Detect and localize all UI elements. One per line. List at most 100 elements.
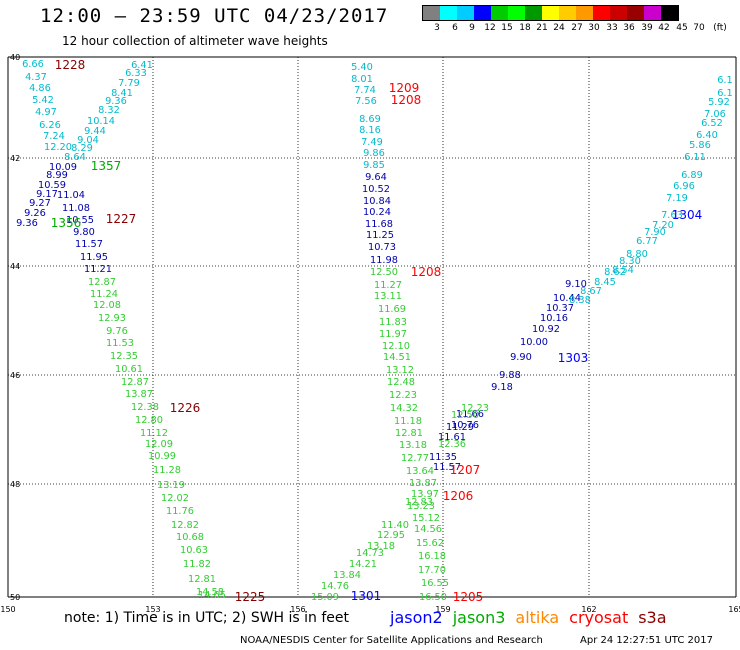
wave-height-value: 10.44 — [553, 293, 581, 304]
map-title: 12:00 – 23:59 UTC 04/23/2017 — [40, 5, 389, 27]
track-id-label: 1205 — [453, 590, 484, 604]
legend-label: 18 — [519, 23, 531, 33]
wave-height-value: 11.95 — [80, 252, 108, 263]
wave-height-value: 13.12 — [386, 365, 414, 376]
track-id-label: 1356 — [51, 216, 82, 230]
wave-height-value: 9.76 — [106, 326, 128, 337]
wave-height-value: 11.53 — [106, 338, 134, 349]
axis-tick-label: 46 — [10, 371, 20, 380]
wave-height-value: 12.20 — [44, 142, 72, 153]
wave-height-value: 10.09 — [49, 162, 77, 173]
wave-height-value: 8.41 — [111, 88, 133, 99]
track-id-label: 1209 — [389, 81, 420, 95]
wave-height-value: 8.16 — [359, 125, 381, 136]
wave-height-value: 10.37 — [546, 303, 574, 314]
satellite-legend: jason2 jason3 altika cryosat s3a — [390, 608, 677, 627]
wave-height-value: 11.82 — [183, 559, 211, 570]
wave-height-value: 9.27 — [29, 198, 51, 209]
legend-label: 70 — [693, 23, 705, 33]
legend-label: 30 — [588, 23, 600, 33]
satellite-altika-label: altika — [515, 608, 560, 627]
wave-height-value: 6.41 — [131, 60, 153, 71]
wave-height-value: 10.99 — [148, 451, 176, 462]
wave-height-value: 7.49 — [361, 137, 383, 148]
units-note: note: 1) Time is in UTC; 2) SWH is in fe… — [64, 610, 350, 626]
wave-height-value: 9.36 — [16, 218, 38, 229]
wave-height-value: 6.11 — [684, 152, 706, 163]
wave-height-value: 6.89 — [681, 170, 703, 181]
wave-height-value: 12.23 — [461, 403, 489, 414]
legend-label: 39 — [641, 23, 653, 33]
wave-height-value: 13.84 — [333, 570, 361, 581]
wave-height-value: 14.21 — [349, 559, 377, 570]
wave-height-value: 13.23 — [407, 501, 435, 512]
wave-height-value: 12.87 — [88, 277, 116, 288]
wave-height-value: 9.85 — [363, 160, 385, 171]
wave-height-value: 11.76 — [166, 506, 194, 517]
wave-height-value: 11.61 — [438, 432, 466, 443]
legend-label: 12 — [484, 23, 496, 33]
wave-height-value: 11.35 — [429, 452, 457, 463]
wave-height-value: 8.64 — [64, 152, 86, 163]
track-id-label: 1208 — [411, 265, 442, 279]
legend-label: 33 — [606, 23, 618, 33]
legend-swatch — [661, 6, 678, 20]
wave-height-value: 6.1 — [717, 75, 733, 86]
wave-height-value: 4.37 — [25, 72, 47, 83]
wave-height-value: 12.48 — [387, 377, 415, 388]
legend-swatch — [423, 6, 440, 20]
wave-height-value: 10.55 — [66, 215, 94, 226]
wave-height-value: 7.19 — [666, 193, 688, 204]
wave-height-value: 9.80 — [73, 227, 95, 238]
color-scale-labels: 3 6 9 12 15 18 21 24 27 30 33 36 39 42 45 70 (ft) — [422, 23, 740, 35]
wave-height-value: 11.57 — [433, 462, 461, 473]
wave-height-value: 11.68 — [365, 219, 393, 230]
wave-height-value: 6.96 — [673, 181, 695, 192]
legend-label: 3 — [434, 23, 440, 33]
wave-height-value: 7.24 — [43, 131, 65, 142]
legend-swatch — [474, 6, 491, 20]
wave-height-value: 10.24 — [363, 207, 391, 218]
wave-height-value: 7.79 — [118, 78, 140, 89]
wave-height-value: 5.92 — [708, 97, 730, 108]
wave-height-value: 14.51 — [383, 352, 411, 363]
legend-label: 21 — [536, 23, 548, 33]
legend-swatch — [559, 6, 576, 20]
wave-height-value: 12.87 — [121, 377, 149, 388]
wave-height-value: 11.57 — [75, 239, 103, 250]
wave-height-value: 13.11 — [374, 291, 402, 302]
legend-label: 6 — [452, 23, 458, 33]
track-id-label: 1303 — [558, 351, 589, 365]
wave-height-value: 8.54 — [612, 265, 634, 276]
wave-height-value: 12.80 — [135, 415, 163, 426]
wave-height-value: 11.98 — [370, 255, 398, 266]
wave-height-value: 6.77 — [636, 236, 658, 247]
legend-unit: (ft) — [713, 23, 727, 33]
wave-height-value: 10.68 — [176, 532, 204, 543]
track-id-label: 1206 — [443, 489, 474, 503]
wave-height-value: 11.29 — [446, 422, 474, 433]
wave-height-value: 10.00 — [520, 337, 548, 348]
legend-label: 27 — [571, 23, 583, 33]
wave-height-value: 15.09 — [311, 592, 339, 603]
wave-height-value: 11.83 — [379, 317, 407, 328]
legend-label: 15 — [501, 23, 513, 33]
wave-height-value: 10.84 — [363, 196, 391, 207]
wave-height-value: 9.86 — [363, 148, 385, 159]
wave-height-value: 8.99 — [46, 170, 68, 181]
wave-height-value: 13.19 — [157, 480, 185, 491]
wave-height-value: 10.16 — [540, 313, 568, 324]
wave-height-value: 12.81 — [395, 428, 423, 439]
wave-height-value: 9.26 — [24, 208, 46, 219]
wave-height-value: 16.50 — [419, 592, 447, 603]
axis-tick-label: 165 — [728, 605, 740, 614]
legend-swatch — [576, 6, 593, 20]
wave-height-value: 15.12 — [412, 513, 440, 524]
wave-height-value: 6.40 — [696, 130, 718, 141]
legend-label: 9 — [469, 23, 475, 33]
wave-height-value: 11.25 — [366, 230, 394, 241]
legend-swatch — [610, 6, 627, 20]
wave-height-value: 7.06 — [704, 109, 726, 120]
legend-swatch — [457, 6, 474, 20]
